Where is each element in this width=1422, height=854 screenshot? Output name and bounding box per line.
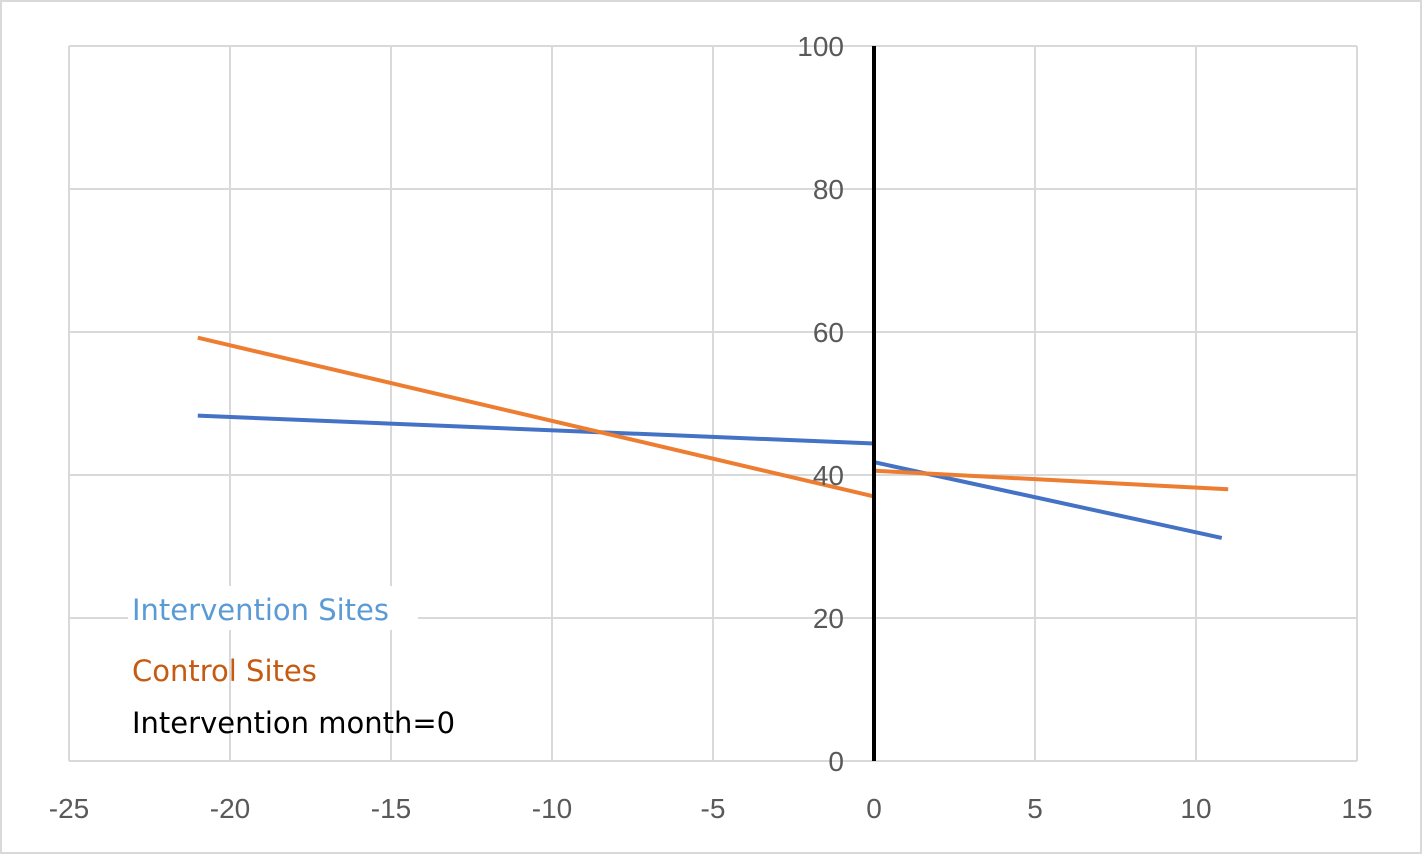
y-tick-label: 0 xyxy=(828,746,844,777)
x-tick-label: -20 xyxy=(210,793,250,824)
legend-entry-control-sites: Control Sites xyxy=(132,654,317,688)
x-tick-label: 5 xyxy=(1027,793,1043,824)
y-tick-label: 40 xyxy=(813,460,844,491)
x-tick-label: -5 xyxy=(701,793,726,824)
legend: Intervention Sites Control Sites Interve… xyxy=(128,586,455,740)
y-tick-label: 80 xyxy=(813,174,844,205)
x-tick-labels: -25 -20 -15 -10 -5 0 5 10 15 xyxy=(49,793,1373,824)
legend-background xyxy=(128,586,418,630)
y-tick-label: 20 xyxy=(813,603,844,634)
x-tick-label: -10 xyxy=(532,793,572,824)
series-line-control-sites-segment-1 xyxy=(197,335,875,499)
legend-entry-intervention-month: Intervention month=0 xyxy=(132,706,455,740)
series-lines xyxy=(197,335,1229,540)
y-tick-label: 100 xyxy=(797,31,844,62)
y-tick-label: 60 xyxy=(813,317,844,348)
series-line-intervention-sites-segment-1 xyxy=(197,413,875,446)
x-tick-label: 10 xyxy=(1180,793,1211,824)
x-tick-label: 15 xyxy=(1341,793,1372,824)
x-tick-label: -15 xyxy=(371,793,411,824)
y-tick-labels: 0 20 40 60 80 100 xyxy=(797,31,844,777)
x-tick-label: -25 xyxy=(49,793,89,824)
series-line-control-sites-segment-2 xyxy=(873,468,1229,492)
legend-entry-intervention-sites: Intervention Sites xyxy=(132,593,389,627)
x-tick-label: 0 xyxy=(866,793,882,824)
